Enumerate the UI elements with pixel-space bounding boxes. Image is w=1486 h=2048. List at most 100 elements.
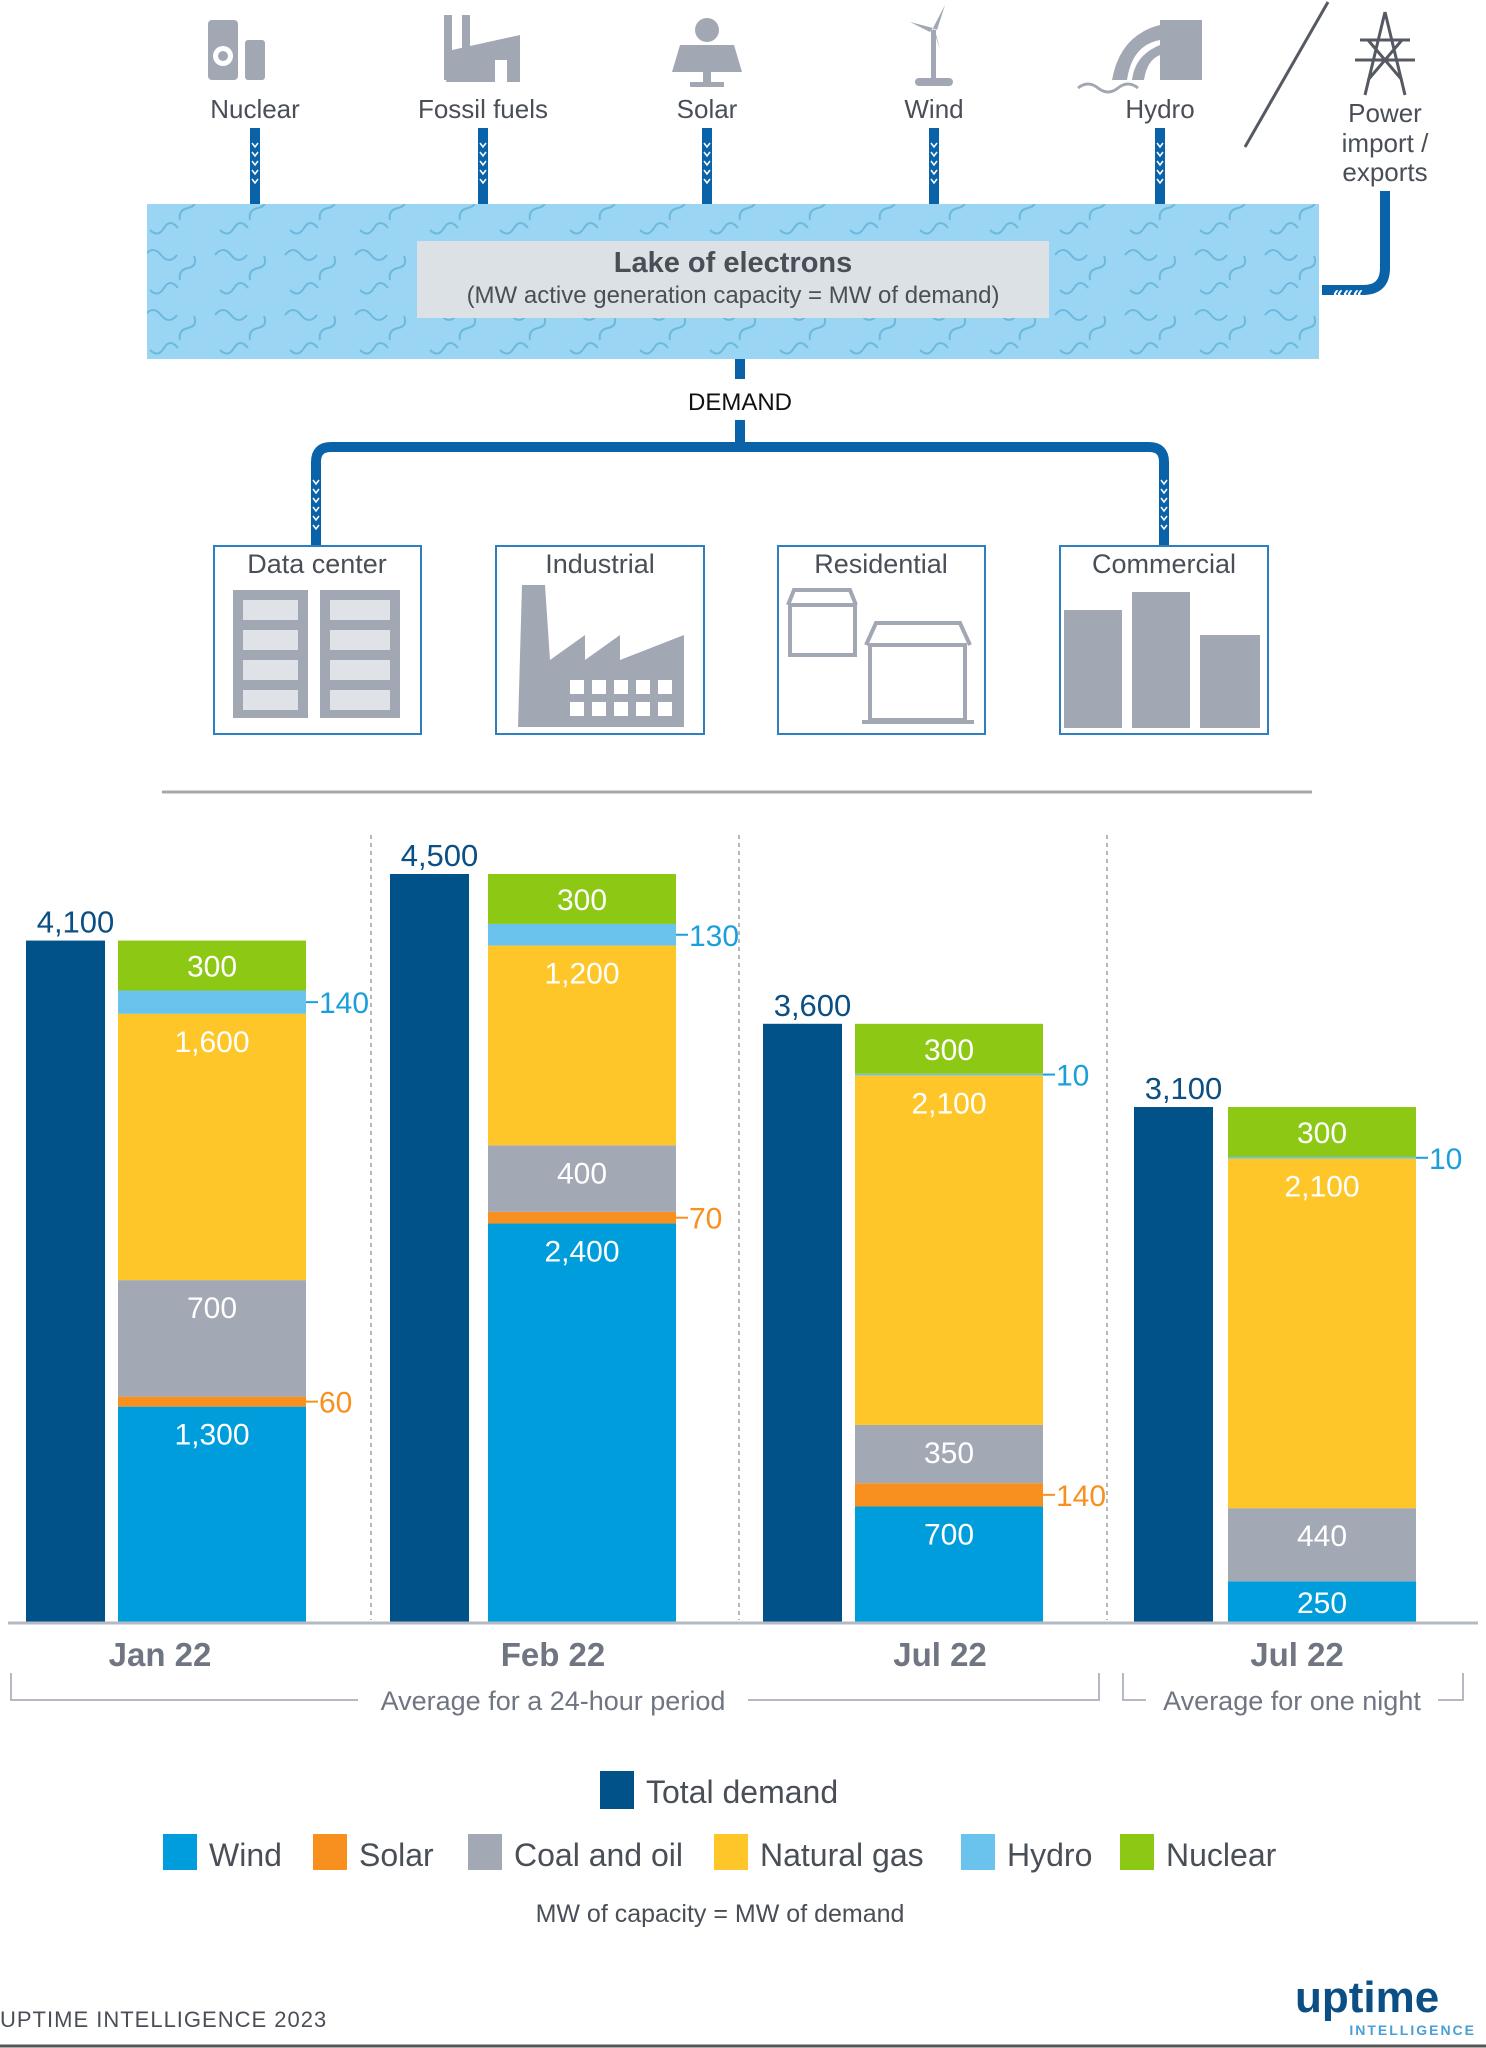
- demand-label: DEMAND: [688, 389, 792, 416]
- dam-icon: [1077, 20, 1202, 94]
- legend-swatch-wind: [163, 1834, 197, 1870]
- bar-segment-hydro: [118, 990, 306, 1014]
- segment-label: 700: [187, 1292, 237, 1325]
- bar-segment-coal: [118, 1280, 306, 1397]
- chevron-down-icon: [312, 515, 320, 522]
- chevron-down-icon: [1160, 524, 1168, 531]
- category-label: Feb 22: [501, 1636, 606, 1673]
- category-label: Jul 22: [893, 1636, 987, 1673]
- consumer-label: Residential: [814, 549, 948, 579]
- chart-caption: MW of capacity = MW of demand: [536, 1900, 905, 1928]
- consumer-residential: Residential: [777, 545, 986, 735]
- total-label: 4,100: [37, 905, 115, 940]
- logo-text: uptime: [1295, 1973, 1439, 2022]
- chevron-down-icon: [930, 160, 938, 167]
- chevron-down-icon: [479, 169, 487, 176]
- legend-swatch-nuclear: [1120, 1834, 1154, 1870]
- source-label-wind: Wind: [904, 94, 963, 124]
- factory-icon: [444, 15, 520, 82]
- segment-label: 250: [1297, 1587, 1347, 1620]
- legend-swatch-hydro: [961, 1834, 995, 1870]
- bar-segment-nuclear: [118, 940, 306, 991]
- chevron-down-icon: [878, 524, 886, 531]
- segment-label: 300: [1297, 1117, 1347, 1150]
- segment-label: 1,300: [174, 1419, 249, 1452]
- segment-label: 300: [557, 884, 607, 917]
- bar-segment-gas: [118, 1013, 306, 1281]
- bar-total-demand: [390, 874, 469, 1623]
- chevron-left-icon: «««: [1333, 283, 1363, 303]
- lake-subtitle: (MW active generation capacity = MW of d…: [467, 282, 1000, 309]
- chevron-down-icon: [878, 506, 886, 513]
- bar-segment-hydro: [488, 923, 676, 946]
- chevron-down-icon: [703, 151, 711, 158]
- chevron-down-icon: [1160, 479, 1168, 486]
- segment-label: 300: [924, 1034, 974, 1067]
- segment-label: 350: [924, 1437, 974, 1470]
- chevron-down-icon: [1160, 506, 1168, 513]
- chevron-down-icon: [596, 497, 604, 504]
- legend-label: Nuclear: [1166, 1837, 1277, 1873]
- total-label: 4,500: [401, 838, 479, 873]
- chevron-down-icon: [930, 151, 938, 158]
- chevron-down-icon: [1156, 160, 1164, 167]
- callout-label: 130: [689, 920, 739, 953]
- chevron-down-icon: [703, 160, 711, 167]
- callout-label: 10: [1056, 1060, 1089, 1093]
- segment-label: 1,600: [174, 1026, 249, 1059]
- chevron-down-icon: [312, 497, 320, 504]
- bar-segment-gas: [855, 1075, 1043, 1425]
- bar-segment-coal: [1228, 1508, 1416, 1582]
- chevron-down-icon: [479, 142, 487, 149]
- callout-label: 60: [319, 1387, 352, 1420]
- chevron-down-icon: [1160, 488, 1168, 495]
- divider-slash: [1243, 1, 1330, 148]
- chevron-down-icon: [479, 151, 487, 158]
- chevron-down-icon: [251, 160, 259, 167]
- consumer-data-center: Data center: [213, 545, 422, 735]
- power-import-label: exports: [1342, 157, 1427, 187]
- chevron-down-icon: [703, 178, 711, 185]
- consumer-industrial: Industrial: [495, 545, 705, 735]
- bar-total-demand: [1134, 1107, 1213, 1623]
- consumer-label: Industrial: [545, 549, 655, 579]
- source-label-hydro: Hydro: [1125, 94, 1194, 124]
- callout-label: 70: [689, 1203, 722, 1236]
- legend-swatch-solar: [313, 1834, 347, 1870]
- chevron-down-icon: [878, 515, 886, 522]
- source-label-solar: Solar: [677, 94, 738, 124]
- bar-segment-nuclear: [1228, 1107, 1416, 1157]
- chevron-down-icon: [930, 178, 938, 185]
- chevron-down-icon: [930, 142, 938, 149]
- bar-segment-gas: [1228, 1158, 1416, 1509]
- chevron-down-icon: [596, 506, 604, 513]
- segment-label: 1,200: [544, 958, 619, 991]
- supply-pipes: [250, 128, 1165, 204]
- legend-label: Wind: [209, 1837, 282, 1873]
- chevron-down-icon: [1156, 178, 1164, 185]
- chevron-down-icon: [1156, 169, 1164, 176]
- legend-label: Solar: [359, 1837, 434, 1873]
- chevron-down-icon: [878, 479, 886, 486]
- legend-label: Natural gas: [760, 1837, 924, 1873]
- callout-label: 140: [319, 987, 369, 1020]
- chevron-down-icon: [312, 479, 320, 486]
- segment-label: 400: [557, 1157, 607, 1190]
- server-rack-icon: [233, 590, 400, 718]
- solar-panel-icon: [672, 18, 742, 87]
- bar-segment-hydro: [1228, 1156, 1416, 1159]
- bracket-label: Average for a 24-hour period: [381, 1686, 726, 1716]
- legend-swatch-gas: [714, 1834, 748, 1870]
- demand-pipe: [735, 420, 745, 447]
- chevron-down-icon: [878, 488, 886, 495]
- demand-pipe: [735, 359, 745, 379]
- power-import-label: import /: [1342, 128, 1429, 158]
- bar-segment-coal: [855, 1424, 1043, 1484]
- office-buildings-icon: [1064, 592, 1260, 728]
- chevron-down-icon: [1156, 142, 1164, 149]
- factory-icon: [518, 585, 684, 727]
- bar-segment-hydro: [855, 1073, 1043, 1076]
- source-label-fossil: Fossil fuels: [418, 94, 548, 124]
- segment-label: 700: [924, 1518, 974, 1551]
